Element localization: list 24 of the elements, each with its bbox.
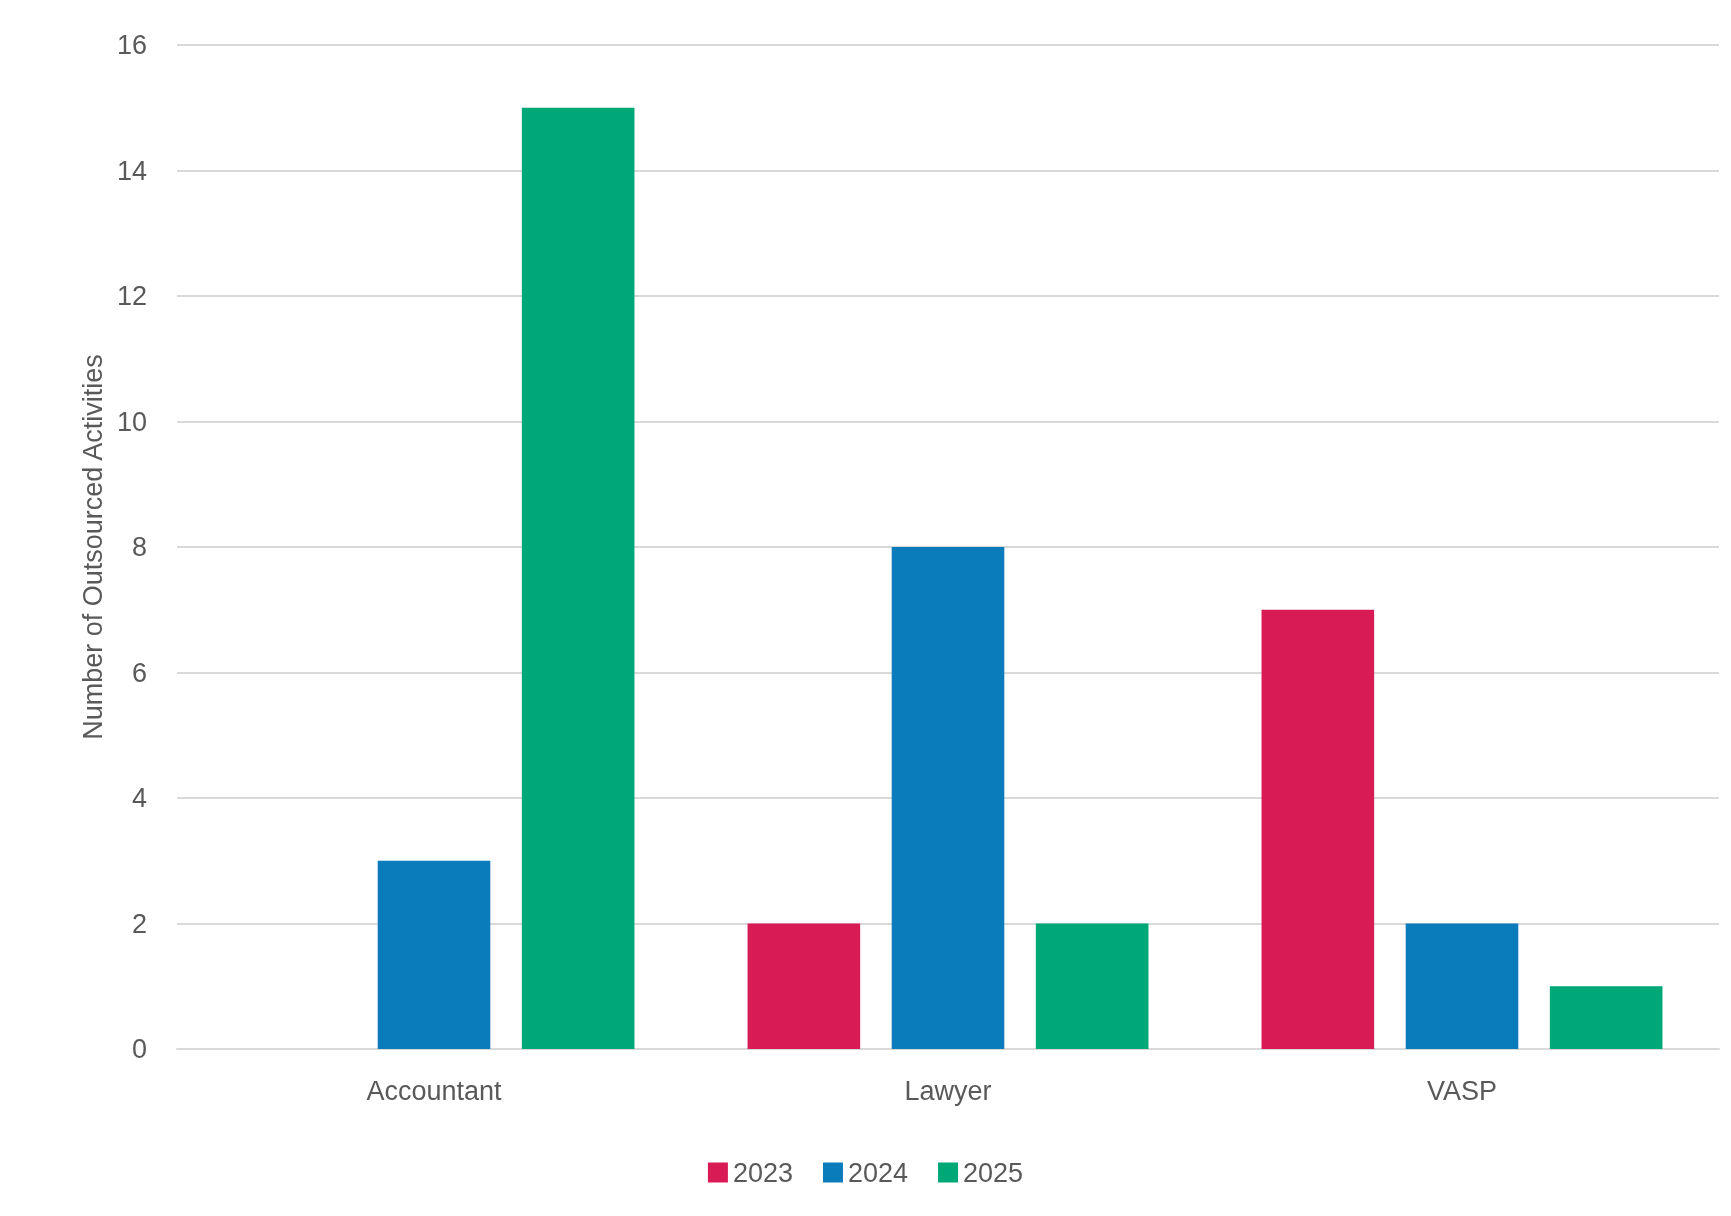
bar [747,923,861,1049]
y-tick-label: 2 [131,908,147,939]
x-tick-label: Lawyer [904,1075,992,1106]
y-tick-label: 6 [131,657,147,688]
bar [1405,923,1519,1049]
bar [377,860,491,1049]
y-tick-label: 10 [116,406,147,437]
bar [1035,923,1149,1049]
legend-label: 2024 [847,1157,909,1188]
y-tick-label: 16 [116,30,147,60]
bar [1549,986,1663,1049]
x-tick-label: VASP [1426,1075,1498,1106]
legend-label: 2025 [963,1157,1024,1188]
bar [521,107,635,1049]
y-tick-label: 12 [116,281,147,311]
y-tick-label: 0 [131,1034,147,1064]
bar [1261,609,1375,1049]
y-tick-label: 8 [131,532,147,562]
y-axis-title: Number of Outsourced Activities [77,354,108,740]
y-tick-label: 14 [116,155,147,186]
bar [891,547,1005,1049]
legend-label: 2023 [732,1157,793,1188]
y-tick-label: 4 [131,783,147,813]
x-tick-label: Accountant [366,1075,503,1106]
